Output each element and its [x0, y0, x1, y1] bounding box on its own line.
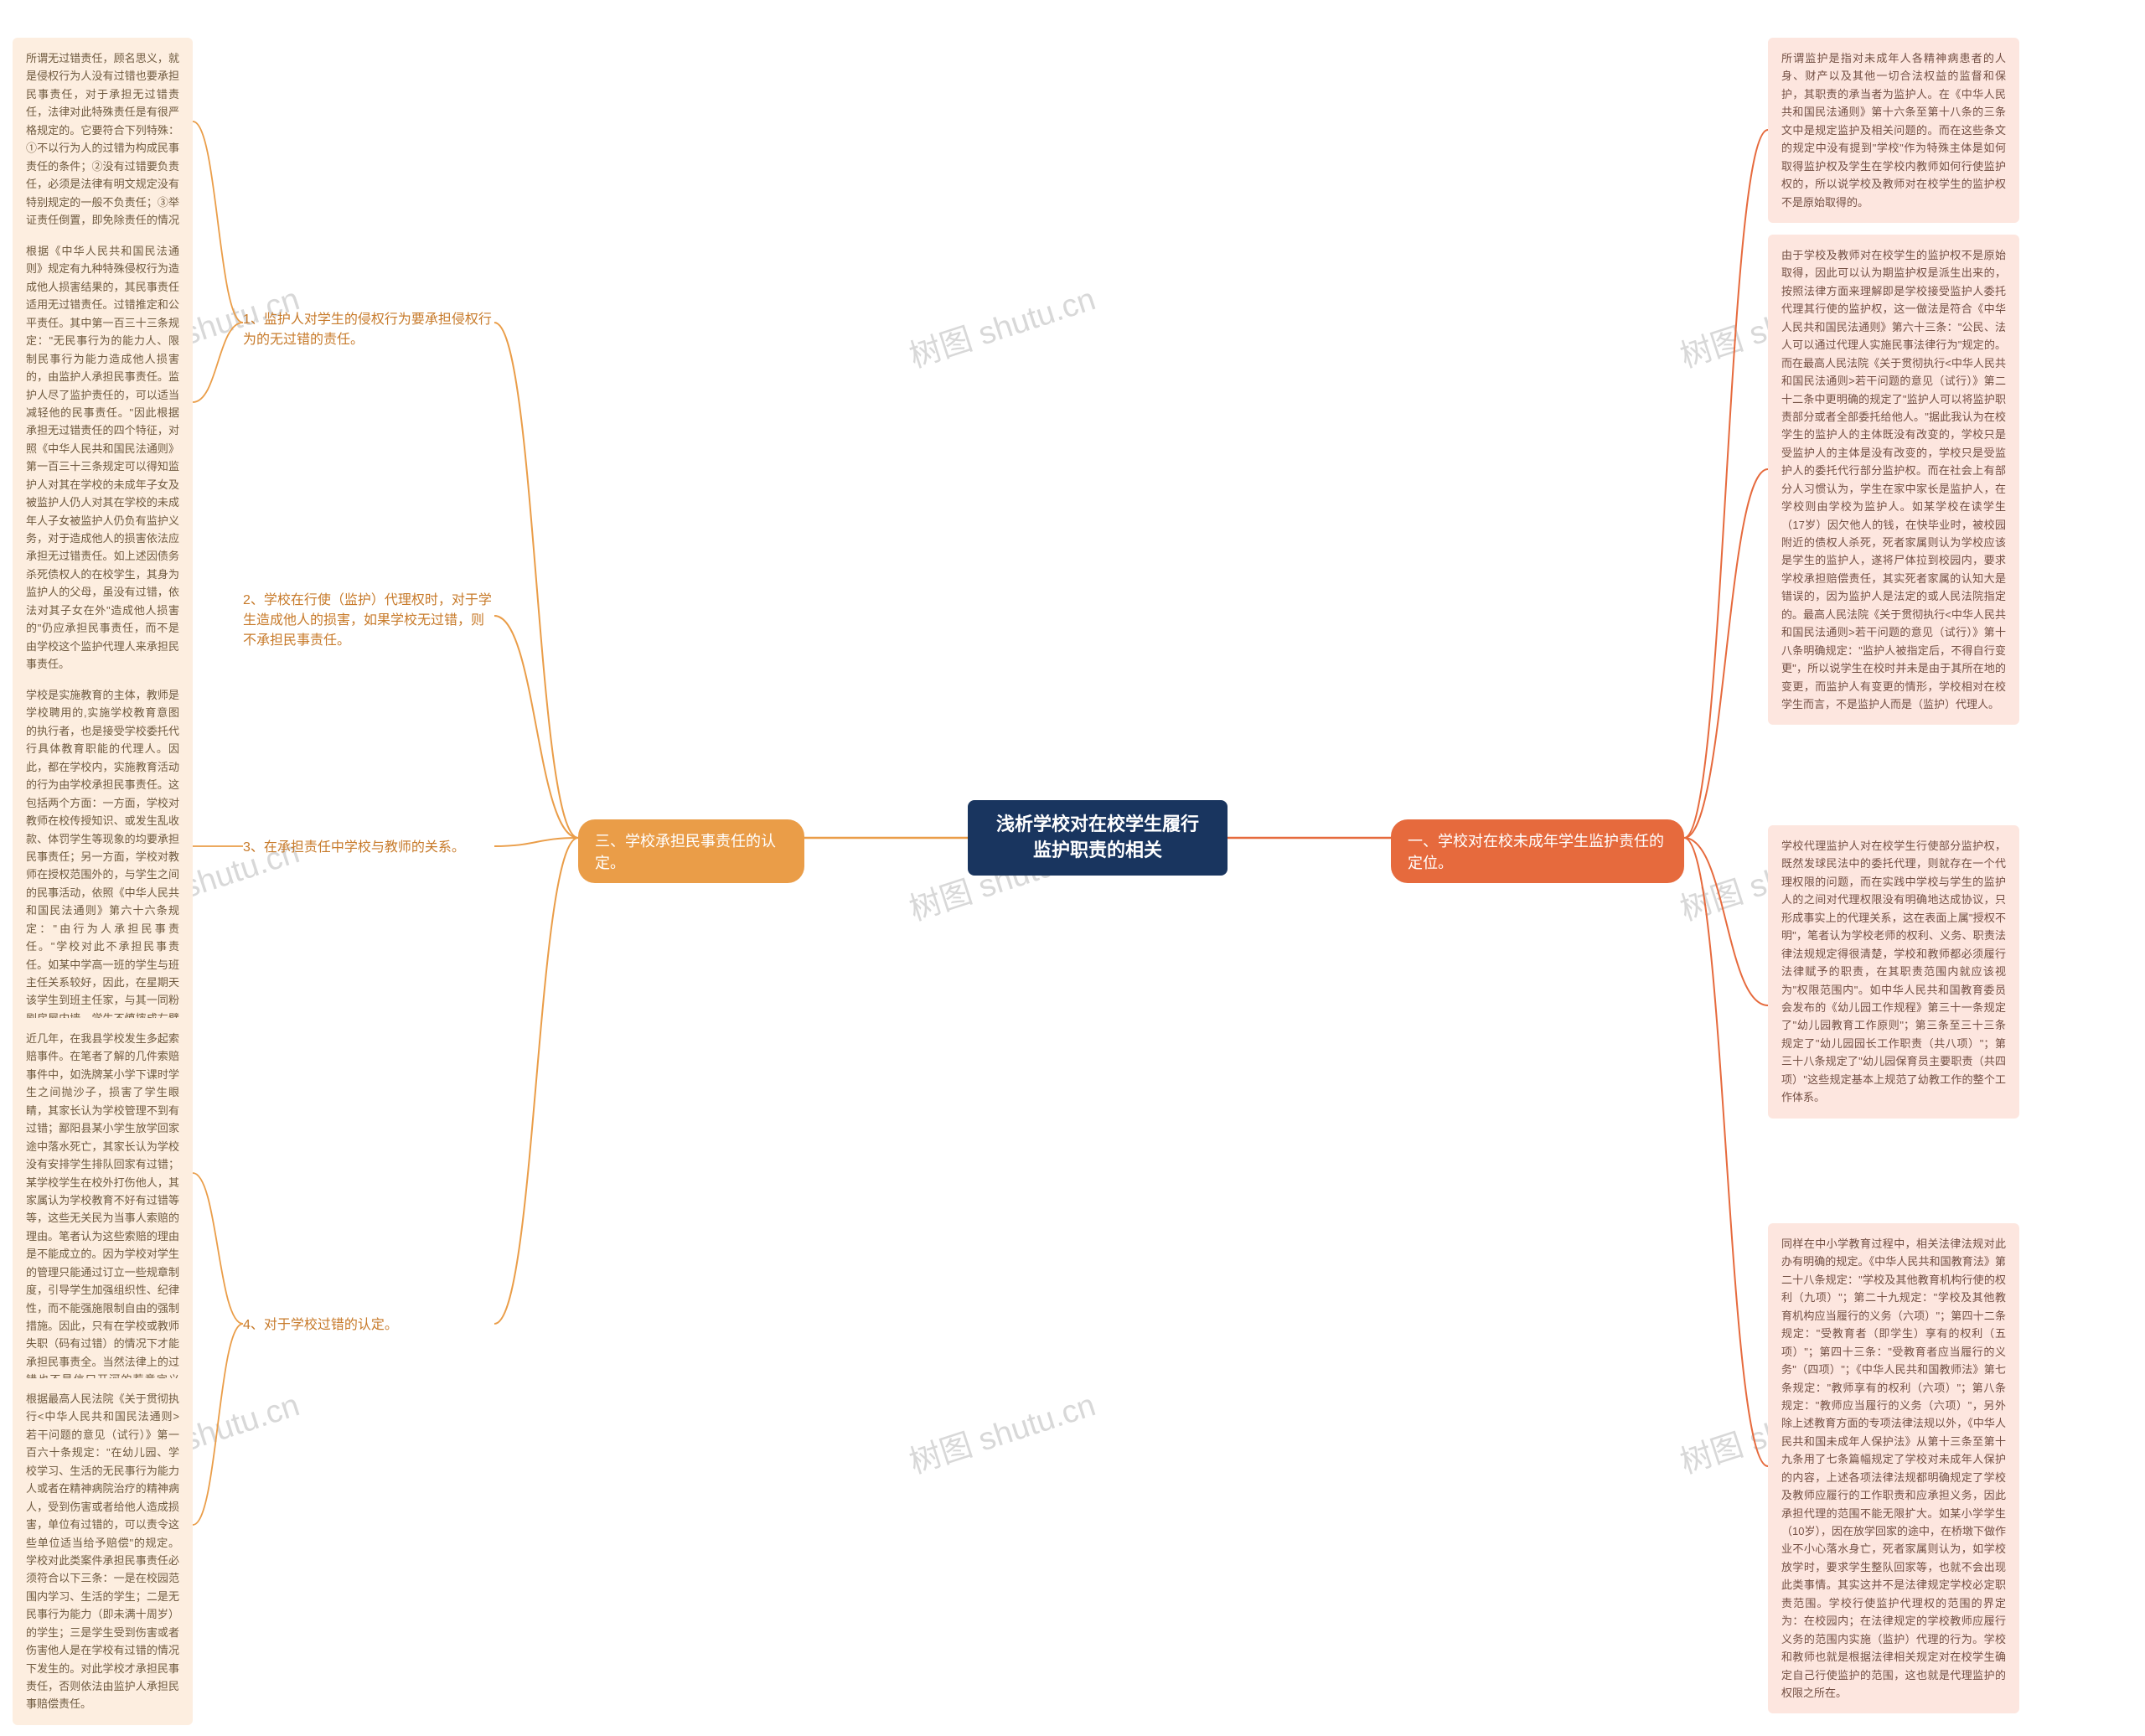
sub-branch-1[interactable]: 1、监护人对学生的侵权行为要承担侵权行为的无过错的责任。	[243, 310, 494, 350]
leaf-right-1: 所谓监护是指对未成年人各精神病患者的人身、财产以及其他一切合法权益的监督和保护，…	[1768, 38, 2019, 223]
sub-branch-4[interactable]: 4、对于学校过错的认定。	[243, 1315, 494, 1336]
leaf-left-4-2: 根据最高人民法院《关于贯彻执行<中华人民共和国民法通则>若干问题的意见（试行）》…	[13, 1378, 193, 1725]
leaf-left-4-1: 近几年，在我县学校发生多起索赔事件。在笔者了解的几件索赔事件中，如洗牌某小学下课…	[13, 1018, 193, 1418]
center-topic[interactable]: 浅析学校对在校学生履行 监护职责的相关	[968, 800, 1228, 876]
leaf-right-4: 同样在中小学教育过程中，相关法律法规对此办有明确的规定。《中华人民共和国教育法》…	[1768, 1223, 2019, 1713]
leaf-right-2: 由于学校及教师对在校学生的监护权不是原始取得，因此可以认为期监护权是派生出来的，…	[1768, 235, 2019, 725]
leaf-left-1-2: 根据《中华人民共和国民法通则》规定有九种特殊侵权行为造成他人损害结果的，其民事责…	[13, 230, 193, 685]
branch-right[interactable]: 一、学校对在校未成年学生监护责任的定位。	[1391, 819, 1684, 883]
sub-branch-2[interactable]: 2、学校在行使（监护）代理权时，对于学生造成他人的损害，如果学校无过错，则不承担…	[243, 591, 494, 651]
branch-left[interactable]: 三、学校承担民事责任的认定。	[578, 819, 804, 883]
sub-branch-3[interactable]: 3、在承担责任中学校与教师的关系。	[243, 838, 494, 858]
leaf-right-3: 学校代理监护人对在校学生行使部分监护权，既然发球民法中的委托代理，则就存在一个代…	[1768, 825, 2019, 1119]
